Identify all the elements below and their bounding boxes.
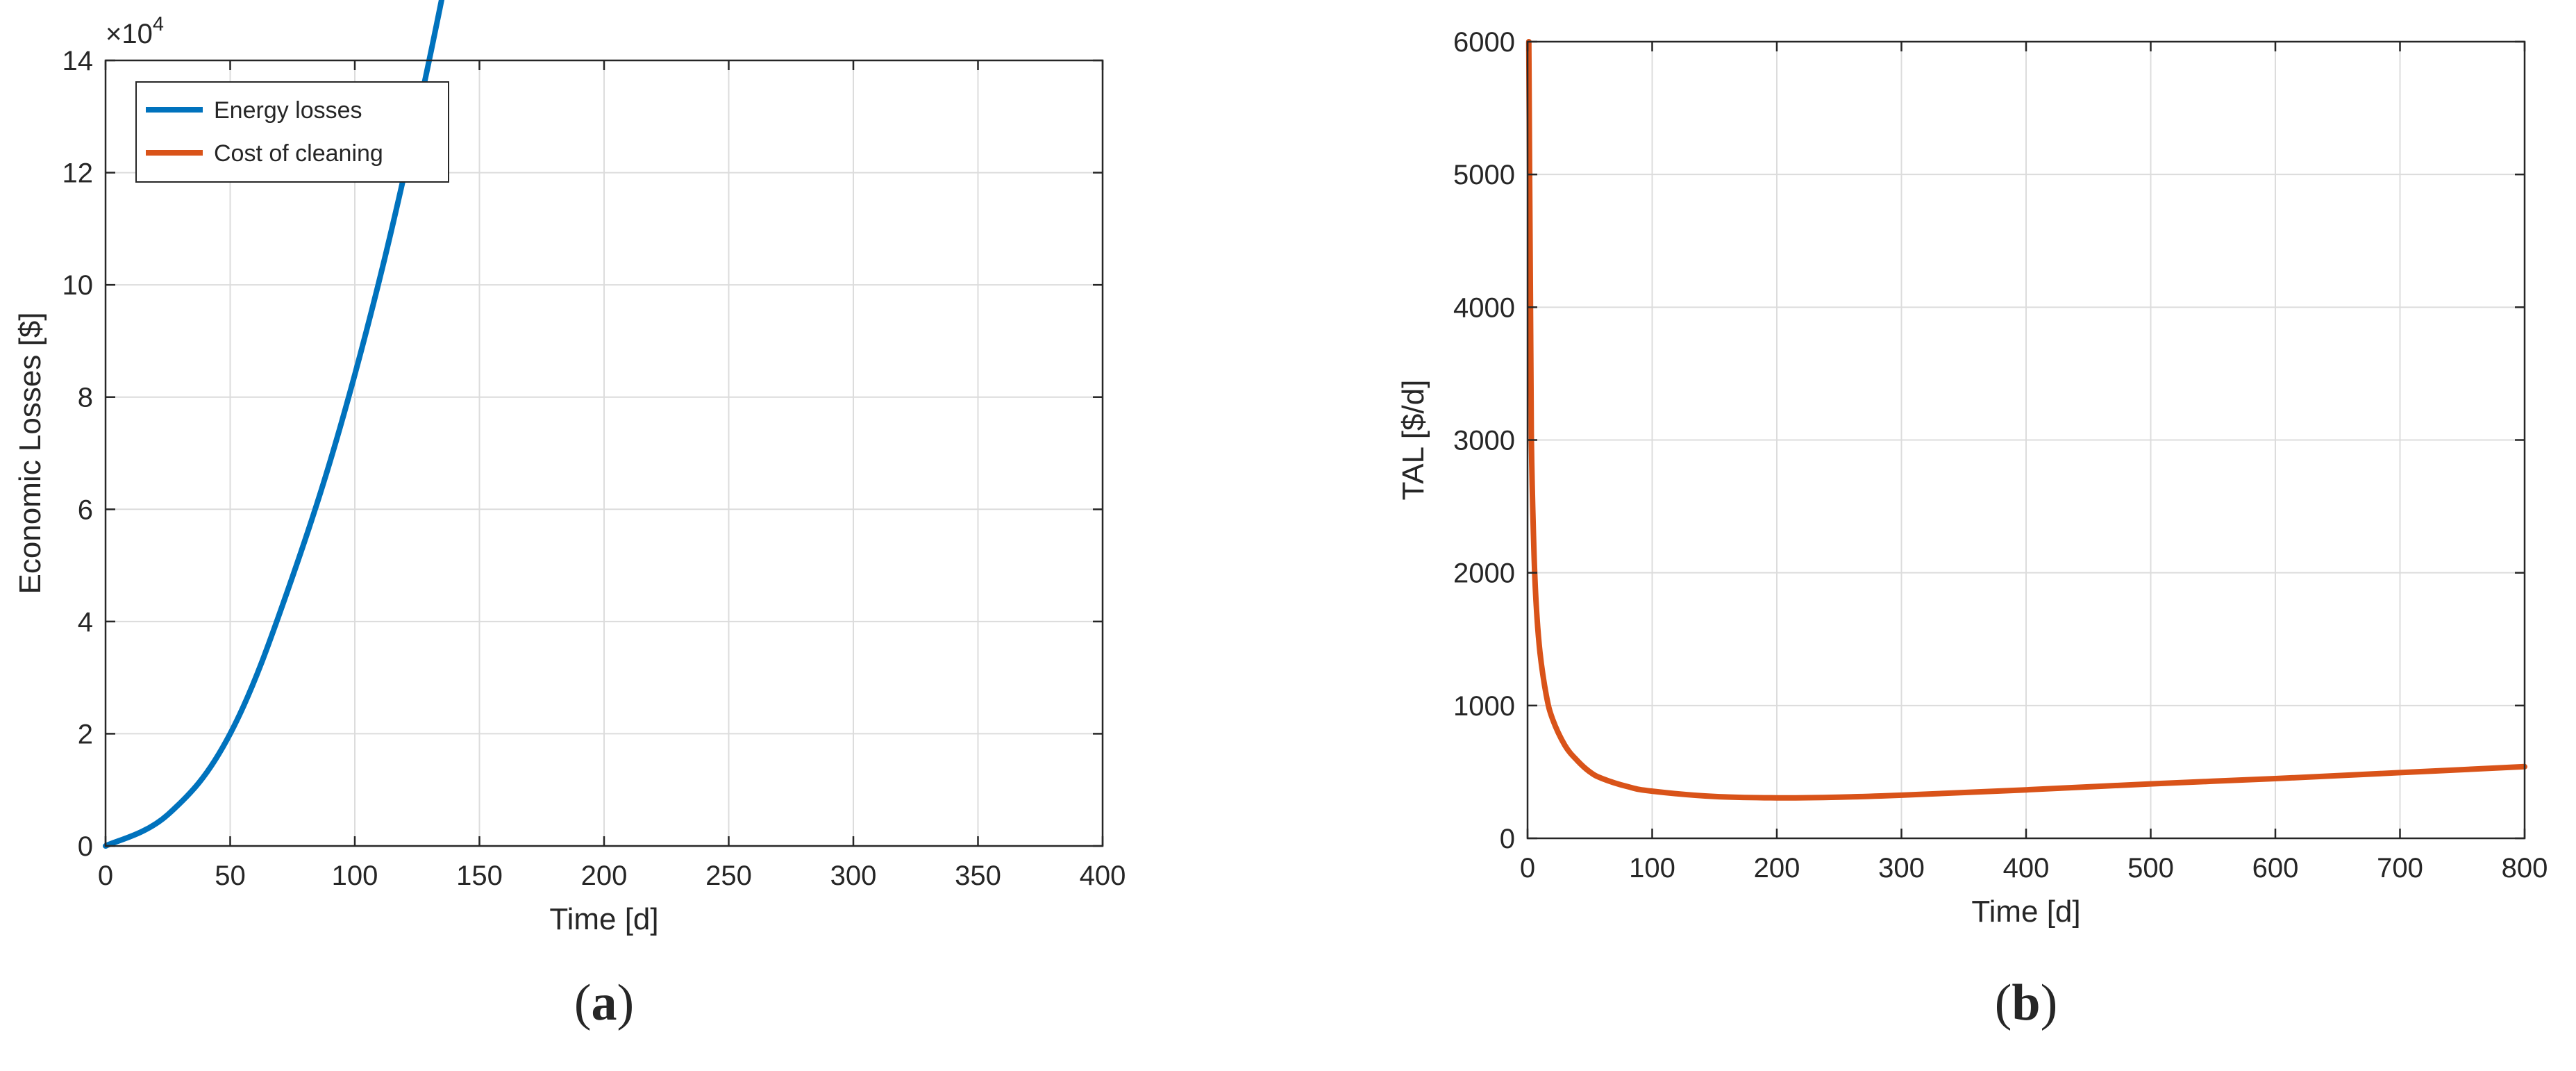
y-tick-label: 0 [1500,824,1515,854]
x-tick-label: 200 [1754,853,1800,883]
y-tick-label: 4 [78,607,93,638]
x-tick-label: 700 [2377,853,2423,883]
x-tick-label: 600 [2252,853,2299,883]
x-tick-label: 250 [705,861,752,891]
chart-a-ticks: 0 50 100 150 200 250 300 350 400 0 2 4 6 8 10 12 14 [62,46,1126,891]
x-tick-label: 0 [98,861,113,891]
chart-b-x-axis-label: Time [d] [1971,895,2080,929]
y-tick-label: 4000 [1453,292,1515,323]
x-tick-label: 50 [215,861,246,891]
y-tick-label: 2000 [1453,558,1515,589]
chart-a-y-axis-label: Economic Losses [$] [13,313,47,595]
chart-b-ticks: 0 100 200 300 400 500 600 700 800 0 1000 2000 3000 40… [1453,27,2548,883]
x-tick-label: 100 [1629,853,1675,883]
x-tick-label: 100 [332,861,378,891]
chart-a-series [103,0,445,849]
chart-a-legend-box [135,81,449,183]
y-tick-label: 6 [78,495,93,525]
x-tick-label: 800 [2502,853,2548,883]
y-tick-label: 8 [78,383,93,413]
chart-a-legend: Energy losses Cost of cleaning [135,81,449,183]
y-tick-label: 6000 [1453,27,1515,58]
x-tick-label: 300 [830,861,877,891]
panel-caption-a-letter: a [592,974,617,1031]
legend-label-cost-of-cleaning: Cost of cleaning [214,140,383,167]
y-tick-label: 5000 [1453,160,1515,190]
series-line-tal [1525,39,2527,801]
chart-a-y-multiplier: ×104 [106,13,164,49]
panel-caption-a: (a) [574,974,634,1031]
x-tick-label: 500 [2127,853,2174,883]
series-line-energy-losses [103,0,445,849]
y-tick-label: 12 [62,158,94,189]
chart-b: 0 100 200 300 400 500 600 700 800 0 1000 2000 3000 40… [1396,27,2548,1031]
panel-caption-b-letter: b [2012,974,2040,1031]
y-tick-label: 2 [78,719,93,749]
chart-a-x-axis-label: Time [d] [549,902,658,936]
chart-a-y-multiplier-exp: 4 [153,13,164,35]
x-tick-label: 400 [1080,861,1126,891]
panel-caption-b: (b) [1995,974,2057,1031]
x-tick-label: 200 [581,861,628,891]
y-tick-label: 1000 [1453,691,1515,722]
x-tick-label: 350 [955,861,1001,891]
chart-a-y-multiplier-base: ×10 [106,19,153,49]
x-tick-label: 400 [2003,853,2050,883]
legend-label-energy-losses: Energy losses [214,97,362,124]
y-tick-label: 0 [78,831,93,862]
chart-b-series [1525,39,2527,801]
x-tick-label: 300 [1878,853,1925,883]
x-tick-label: 0 [1520,853,1535,883]
x-tick-label: 150 [456,861,503,891]
y-tick-label: 14 [62,46,94,76]
y-tick-label: 3000 [1453,426,1515,456]
y-tick-label: 10 [62,270,94,301]
chart-b-y-axis-label: TAL [$/d] [1396,380,1430,501]
